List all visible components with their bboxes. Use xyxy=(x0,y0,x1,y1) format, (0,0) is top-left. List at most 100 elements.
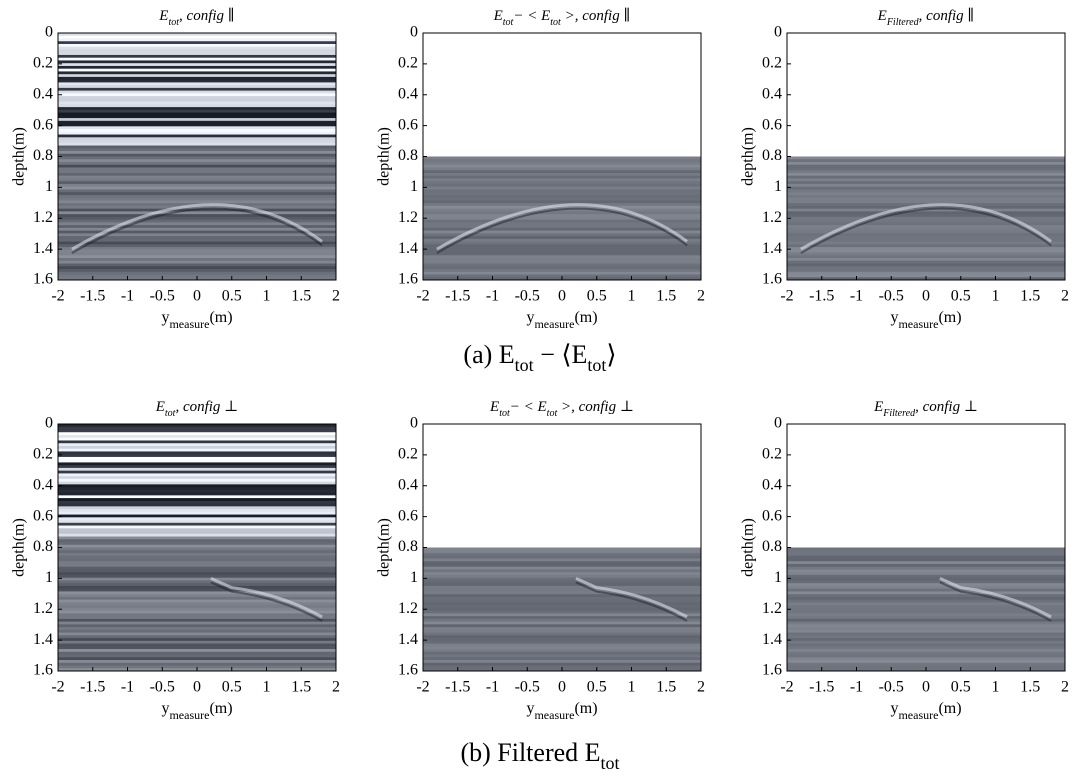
panel-title-part: , config ⊥ xyxy=(175,399,238,415)
x-tick-label: -1 xyxy=(121,288,134,305)
texture-band xyxy=(58,68,336,72)
x-tick-label: 1.5 xyxy=(1020,288,1040,305)
panel-title-part: E xyxy=(158,8,168,24)
texture-band xyxy=(58,591,336,595)
y-axis-label: depth(m) xyxy=(11,518,28,577)
texture-band xyxy=(423,244,701,248)
texture-band xyxy=(58,632,336,636)
texture-band xyxy=(423,227,701,232)
texture-band xyxy=(423,649,701,653)
texture-band xyxy=(787,563,1065,568)
x-tick-label: -1.5 xyxy=(809,679,834,696)
texture-band xyxy=(58,605,336,609)
texture-band xyxy=(58,93,336,97)
texture-band xyxy=(423,205,701,210)
x-axis-label-part: y xyxy=(161,700,169,717)
texture-band xyxy=(787,583,1065,587)
texture-band xyxy=(58,621,336,625)
texture-band xyxy=(58,271,336,276)
texture-band xyxy=(58,219,336,223)
radargram xyxy=(58,33,336,281)
texture-band xyxy=(787,233,1065,237)
texture-band xyxy=(423,616,701,620)
texture-band xyxy=(58,200,336,204)
y-tick-label: 0.8 xyxy=(762,147,782,164)
texture-band xyxy=(58,71,336,75)
x-tick-label: -1 xyxy=(850,679,863,696)
texture-band xyxy=(58,536,336,540)
x-tick-label: -1 xyxy=(850,288,863,305)
texture-band xyxy=(423,197,701,201)
texture-band xyxy=(58,531,336,535)
texture-band xyxy=(58,52,336,56)
texture-band xyxy=(787,164,1065,168)
texture-band xyxy=(58,432,336,436)
panel-title-part: E xyxy=(877,8,887,24)
y-tick-label: 0 xyxy=(410,24,418,41)
texture-band xyxy=(58,585,336,590)
panel-title: Etot, config ⊥ xyxy=(155,399,239,418)
texture-band xyxy=(787,252,1065,256)
texture-band xyxy=(58,175,336,179)
reflection-shadow xyxy=(800,207,1052,254)
panel-title: Etot− < Etot >, config ∥ xyxy=(493,7,631,27)
texture-band xyxy=(423,266,701,270)
texture-band xyxy=(787,255,1065,259)
x-tick-label: 0 xyxy=(558,679,566,696)
x-axis-label-part: y xyxy=(890,309,898,326)
x-tick-label: 0.5 xyxy=(587,288,607,305)
texture-band xyxy=(423,596,701,601)
y-tick-label: 1 xyxy=(774,178,782,195)
x-tick-label: 2 xyxy=(1061,288,1069,305)
texture-band xyxy=(58,662,336,667)
texture-band xyxy=(58,624,336,628)
texture-band xyxy=(58,260,336,265)
x-tick-label: 2 xyxy=(697,288,705,305)
texture-band xyxy=(58,60,336,64)
texture-band xyxy=(58,500,336,505)
texture-band xyxy=(58,476,336,480)
caption: (b) Filtered Etot xyxy=(460,738,619,773)
texture-band xyxy=(787,211,1065,215)
texture-band xyxy=(58,465,336,469)
caption-part: (a) E xyxy=(463,340,514,369)
y-tick-label: 0.8 xyxy=(398,147,418,164)
texture-band xyxy=(58,252,336,256)
texture-band xyxy=(423,222,701,226)
texture-band xyxy=(787,651,1065,656)
reflection xyxy=(800,203,1052,251)
y-tick-label: 1.2 xyxy=(398,209,418,226)
caption-part: tot xyxy=(601,753,620,773)
texture-band xyxy=(423,178,701,182)
y-tick-label: 0.4 xyxy=(33,476,53,493)
texture-band xyxy=(787,552,1065,557)
panel-title-part: tot xyxy=(165,408,176,419)
texture-band xyxy=(58,594,336,598)
texture-band xyxy=(787,269,1065,273)
texture-band xyxy=(58,87,336,92)
texture-band xyxy=(787,260,1065,265)
panel-title-part: Filtered xyxy=(886,17,920,28)
x-tick-label: 2 xyxy=(332,288,340,305)
texture-band xyxy=(58,528,336,532)
texture-band xyxy=(787,222,1065,226)
texture-band xyxy=(423,555,701,559)
panel-title-part: E xyxy=(873,399,883,415)
texture-band xyxy=(423,236,701,240)
texture-band xyxy=(58,145,336,149)
texture-band xyxy=(58,547,336,551)
texture-band xyxy=(58,151,336,155)
x-tick-label: 0.5 xyxy=(951,679,971,696)
texture-band xyxy=(58,467,336,472)
texture-band xyxy=(787,624,1065,628)
texture-band xyxy=(787,247,1065,251)
texture-band xyxy=(58,63,336,67)
reflection xyxy=(575,577,688,619)
texture-band xyxy=(423,662,701,667)
texture-band xyxy=(58,566,336,570)
texture-band xyxy=(58,129,336,133)
reflection-shadow xyxy=(210,581,323,622)
x-tick-label: -0.5 xyxy=(515,679,540,696)
texture-band xyxy=(423,211,701,215)
x-tick-label: 1.5 xyxy=(1020,679,1040,696)
